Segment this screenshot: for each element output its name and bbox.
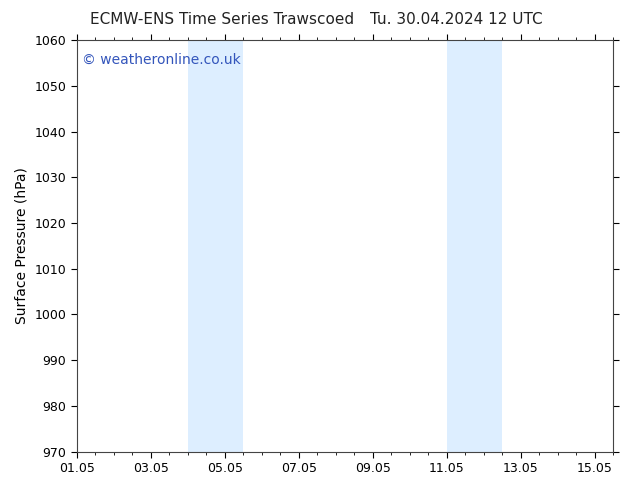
- Text: ECMW-ENS Time Series Trawscoed: ECMW-ENS Time Series Trawscoed: [90, 12, 354, 27]
- Bar: [447, 40, 502, 452]
- Text: © weatheronline.co.uk: © weatheronline.co.uk: [82, 52, 241, 67]
- Text: Tu. 30.04.2024 12 UTC: Tu. 30.04.2024 12 UTC: [370, 12, 543, 27]
- Bar: [188, 40, 243, 452]
- Y-axis label: Surface Pressure (hPa): Surface Pressure (hPa): [15, 168, 29, 324]
